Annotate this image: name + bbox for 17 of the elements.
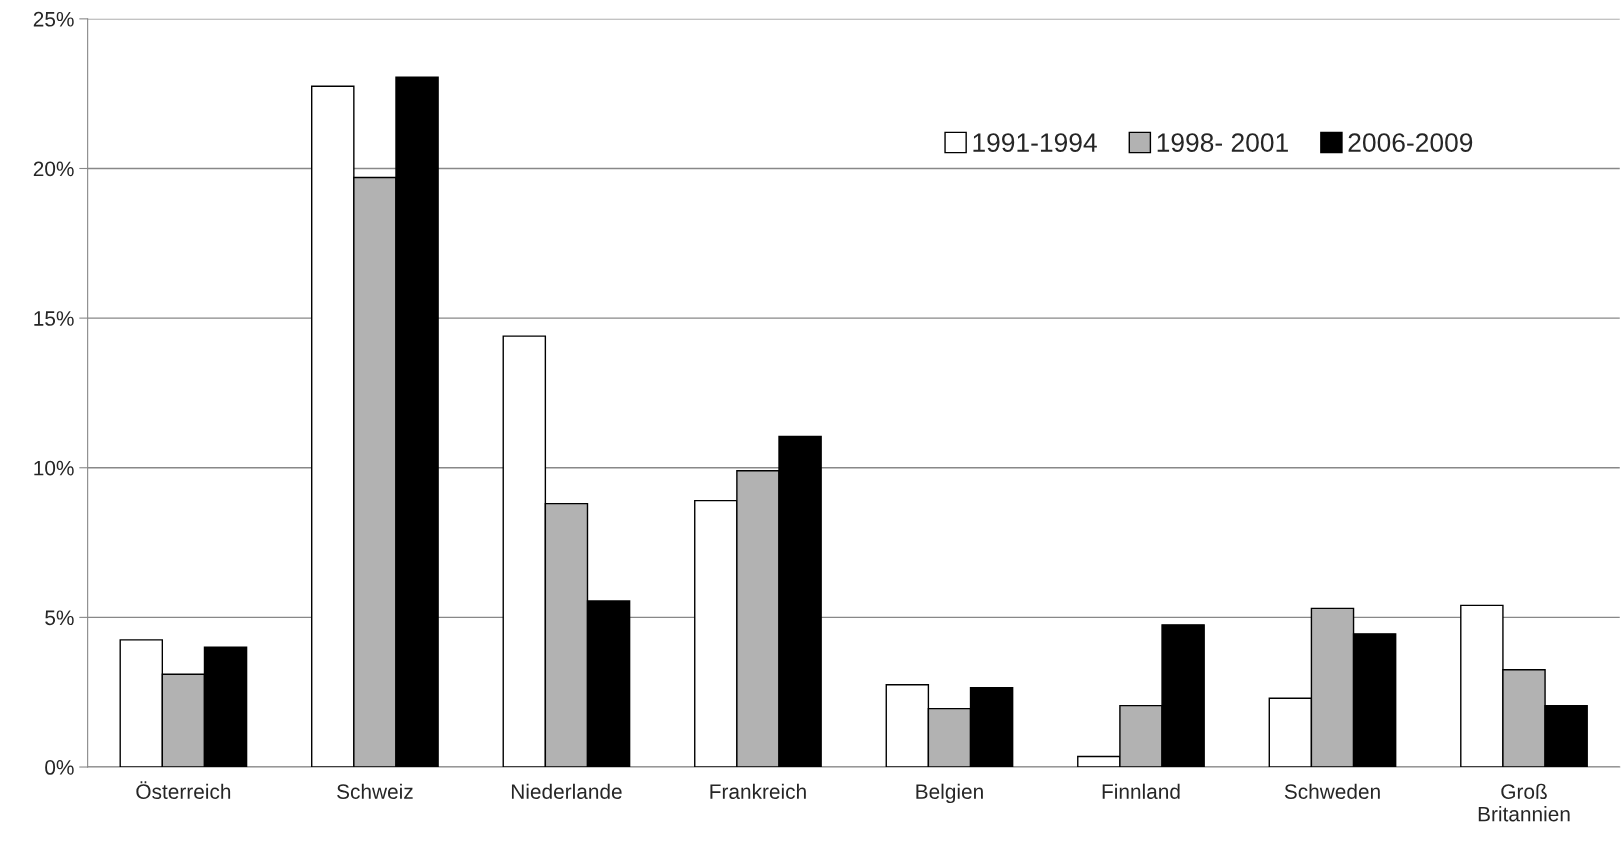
x-tick-label: Belgien bbox=[916, 783, 983, 804]
legend-label: 1998- 2001 bbox=[1157, 133, 1288, 152]
y-tick-label: 20% bbox=[33, 161, 74, 177]
x-tick-label: Frankreich bbox=[710, 783, 806, 799]
y-tick-label: 0% bbox=[45, 760, 74, 775]
x-tick-label: Schweiz bbox=[337, 783, 413, 799]
legend-label: 2006-2009 bbox=[1348, 133, 1473, 152]
x-tick-label: Niederlande bbox=[511, 783, 622, 799]
y-tick-label: 10% bbox=[34, 460, 74, 476]
y-tick-label: 5% bbox=[45, 610, 74, 626]
x-tick-label: Finnland bbox=[1102, 783, 1180, 799]
x-tick-label: Österreich bbox=[136, 781, 231, 799]
legend-label: 1991-1994 bbox=[973, 133, 1097, 152]
y-tick-label: 15% bbox=[34, 311, 74, 326]
x-tick-label: Groß Britannien bbox=[1478, 783, 1570, 822]
x-tick-label: Schweden bbox=[1284, 783, 1380, 799]
y-tick-label: 25% bbox=[33, 11, 74, 27]
